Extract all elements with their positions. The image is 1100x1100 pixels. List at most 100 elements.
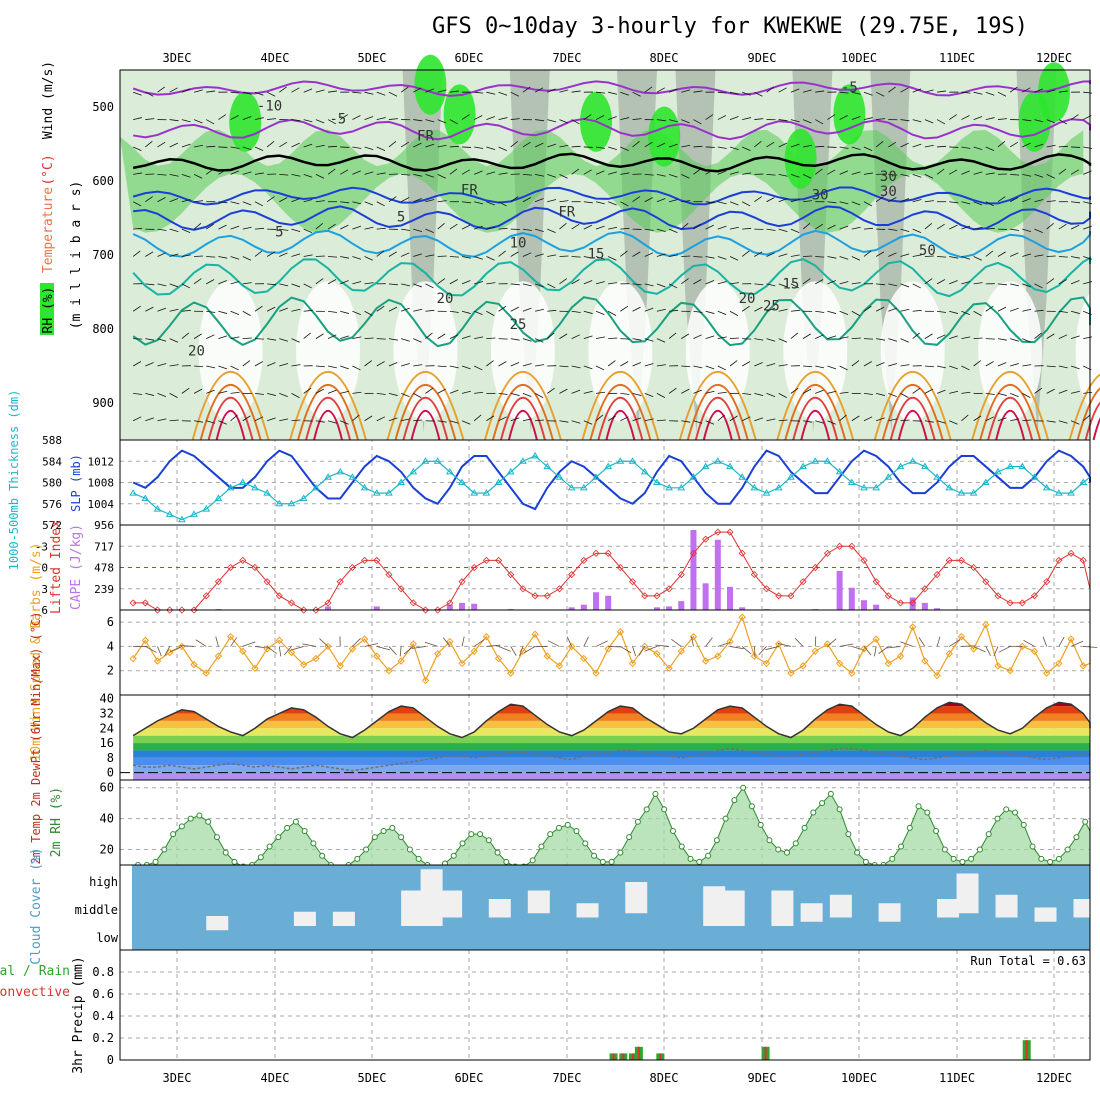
slp-tick: 1012	[88, 455, 115, 468]
wind-barb	[961, 391, 971, 394]
bottom-date-label: 8DEC	[650, 1071, 679, 1085]
wind-barb	[400, 141, 409, 148]
thickness-marker	[311, 483, 320, 491]
wind-barb	[327, 334, 337, 339]
wind-barb	[1009, 252, 1019, 257]
wind-barb	[315, 119, 325, 124]
wind-barb	[145, 196, 153, 203]
surface-wind-barb	[195, 639, 207, 647]
wind-barb	[1070, 280, 1080, 285]
wind-barb	[559, 144, 569, 148]
wind-barb	[364, 116, 374, 120]
wind-tick: 2	[107, 664, 114, 678]
wind-barb	[949, 365, 958, 370]
wind-barb	[376, 361, 385, 367]
wind-barb	[742, 172, 752, 175]
wind-barb	[632, 251, 641, 257]
wind-barb	[303, 143, 313, 148]
wind-barb	[790, 143, 800, 148]
surface-wind-barb	[1070, 640, 1084, 647]
wind-barb	[693, 145, 703, 148]
cape-bar	[666, 606, 673, 610]
wind-barb	[924, 333, 933, 339]
surface-wind-barb	[283, 646, 292, 656]
wind-barb	[437, 144, 447, 148]
wind-barb	[937, 256, 947, 258]
wind-barb	[839, 256, 849, 260]
precip-convective-bar	[764, 1046, 767, 1060]
bottom-date-label: 3DEC	[163, 1071, 192, 1085]
wind-barb	[193, 278, 202, 285]
wind-barb	[754, 196, 762, 203]
wind-barb	[571, 90, 581, 93]
surface-wind-barb	[765, 646, 779, 651]
wind-barb	[997, 251, 1006, 257]
wind-barb	[1046, 333, 1055, 339]
wind-barb	[644, 173, 654, 176]
rh-marker	[591, 852, 598, 859]
wind-barb	[364, 360, 373, 367]
wind-barb	[924, 173, 934, 179]
wind-speed-marker	[226, 633, 235, 641]
wind-barb	[340, 169, 349, 175]
wind-barb	[522, 252, 532, 257]
wind-barb	[754, 283, 764, 286]
precip-tick: 0.2	[92, 1031, 114, 1045]
wind-barb	[583, 224, 593, 230]
wind-barb	[315, 365, 325, 368]
wind-barb	[413, 283, 422, 288]
wind-barb	[937, 145, 947, 148]
thickness-marker	[251, 483, 259, 491]
wind-barb	[827, 365, 837, 370]
wind-barb	[340, 256, 350, 259]
wind-barb	[669, 309, 679, 312]
wind-barb	[291, 173, 301, 177]
wind10m-axis-label: 10m Wind Speed & Barbs (m/s)	[29, 542, 44, 761]
wind-speed-marker	[677, 647, 685, 655]
wind-barb	[169, 142, 179, 148]
wind-barb	[352, 115, 361, 120]
thickness-marker	[908, 457, 917, 464]
surface-wind-barb	[729, 646, 744, 650]
wind-barb	[1071, 201, 1081, 204]
wind-speed-marker	[251, 664, 259, 672]
wind-barb	[449, 389, 459, 394]
li-marker	[1043, 578, 1051, 586]
wind-barb	[352, 225, 362, 230]
wind-barb	[1022, 393, 1031, 398]
wind-barb	[900, 198, 910, 203]
wind-barb	[778, 198, 788, 203]
wind-barb	[656, 228, 666, 232]
rh-marker	[222, 849, 229, 856]
temp-tick: 24	[100, 721, 114, 735]
wind-barb	[583, 114, 592, 120]
wind-barb	[376, 392, 386, 395]
chart-title: GFS 0~10day 3-hourly for KWEKWE (29.75E,…	[432, 14, 1028, 39]
cape-bar	[471, 603, 478, 610]
wind-barb	[620, 361, 629, 367]
warm-contour	[605, 409, 636, 441]
wind-barb	[778, 338, 788, 343]
thickness-tick: 584	[42, 455, 62, 468]
surface-wind-barb	[230, 637, 238, 647]
surface-wind-barb	[998, 646, 1011, 653]
li-marker	[896, 599, 905, 607]
wind-speed-marker	[1006, 667, 1014, 675]
cape-tick: 478	[94, 562, 114, 575]
wind-barb	[425, 332, 433, 339]
warm-contour	[313, 409, 344, 441]
wind-barb	[535, 119, 545, 122]
li-marker	[1067, 549, 1075, 557]
cape-bar	[873, 604, 880, 610]
wind-barb	[1046, 144, 1056, 148]
li-marker	[1055, 556, 1063, 564]
wind-barb	[522, 363, 532, 367]
wind-barb	[340, 310, 350, 314]
rh-marker	[178, 823, 185, 830]
wind-barb	[559, 388, 568, 394]
wind-barb	[218, 365, 228, 370]
wind-barb	[242, 256, 252, 261]
rh-marker	[363, 846, 370, 853]
wind-barb	[157, 283, 167, 287]
rh-marker	[1003, 806, 1010, 813]
